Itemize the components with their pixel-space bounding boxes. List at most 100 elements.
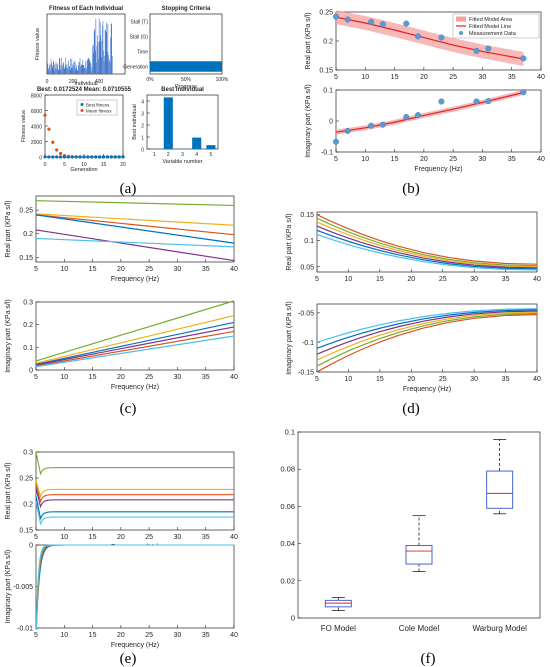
- legend-label: Measurement Data: [469, 31, 517, 37]
- y-tick-label: 0.2: [323, 39, 333, 46]
- chart-stopping-criteria: Stopping Criteria Stall (T) Stall (G) Time G…: [123, 6, 229, 90]
- measurement-point: [403, 113, 410, 120]
- iqr-box: [405, 545, 433, 565]
- x-tick-label: 15: [89, 534, 97, 541]
- x-axis-label: Variable number: [163, 159, 203, 165]
- series-line: [316, 314, 538, 373]
- x-tick-label: 5: [34, 534, 38, 541]
- x-tick-label: 25: [145, 632, 153, 639]
- x-tick-label: 0: [44, 162, 47, 168]
- category-label: FO Model: [321, 624, 356, 633]
- series-line: [316, 309, 538, 349]
- legend-marker-area: [456, 16, 466, 22]
- x-tick-label: 15: [89, 374, 97, 381]
- x-tick-label: 15: [376, 376, 384, 383]
- y-axis-label: Real part (KPa s/l): [305, 12, 312, 69]
- panel-label-d: (d): [402, 401, 420, 417]
- fitness-point: [59, 151, 63, 156]
- y-tick-label: 0.3: [23, 300, 33, 307]
- series-line: [35, 480, 234, 498]
- x-tick-label: 35: [202, 266, 210, 273]
- fitness-point: [47, 155, 51, 159]
- x-tick-label: 5: [34, 266, 38, 273]
- criteria-label: Time: [137, 50, 148, 56]
- x-tick-label: 3: [181, 152, 184, 158]
- x-tick-label: 5: [63, 162, 66, 168]
- measurement-point: [485, 98, 492, 105]
- x-tick-label: 5: [334, 156, 338, 163]
- x-tick-label: 40: [230, 266, 238, 273]
- x-tick-label: 40: [230, 632, 238, 639]
- chart-title: Best Individual: [161, 87, 204, 93]
- x-tick-label: 35: [202, 632, 210, 639]
- y-tick-label: 0.2: [23, 322, 33, 329]
- x-tick-label: 35: [508, 156, 516, 163]
- legend-label: Mean fitness: [86, 109, 112, 114]
- x-tick-label: 10: [345, 276, 353, 283]
- series-line: [35, 214, 235, 236]
- measurement-point: [485, 45, 492, 52]
- series-line: [35, 451, 234, 476]
- x-tick-label: 35: [202, 374, 210, 381]
- measurement-point: [473, 47, 480, 54]
- x-tick-label: 30: [470, 276, 478, 283]
- fitness-point: [43, 155, 47, 159]
- x-tick-label: 5: [34, 374, 38, 381]
- criteria-label: Generation: [123, 65, 148, 71]
- y-axis-label: Best individual: [132, 104, 138, 139]
- series-line: [35, 330, 235, 367]
- y-tick-label: 0: [29, 368, 33, 375]
- x-tick-label: 40: [533, 276, 541, 283]
- measurement-point: [403, 20, 410, 27]
- y-tick-label: -0.005: [13, 584, 33, 591]
- measurement-point: [344, 16, 351, 23]
- x-tick-label: 20: [407, 376, 415, 383]
- measurement-point: [379, 21, 386, 28]
- x-tick-label: 30: [174, 374, 182, 381]
- x-tick-label: 10: [81, 162, 87, 168]
- series-line: [316, 312, 538, 367]
- panel-label-f: (f): [421, 651, 436, 667]
- series-line: [35, 300, 235, 362]
- measurement-point: [368, 122, 375, 129]
- y-tick-label: 0.1: [304, 238, 314, 245]
- legend-box: [76, 99, 118, 116]
- measurement-point: [438, 98, 445, 105]
- y-tick-label: 0.06: [280, 502, 295, 511]
- fitness-point: [117, 155, 121, 159]
- y-tick-label: 3: [141, 112, 144, 118]
- x-tick-label: 0: [46, 79, 49, 85]
- x-axis-label: Frequency (Hz): [111, 642, 159, 649]
- x-tick-label: 100%: [216, 77, 229, 83]
- fitness-point: [55, 155, 59, 159]
- x-axis-label: Frequency (Hz): [403, 386, 451, 393]
- y-axis-label: Imaginary part (KPa s/l): [5, 299, 12, 373]
- x-tick-label: 30: [174, 534, 182, 541]
- measurement-point: [368, 18, 375, 25]
- chart-title: Stopping Criteria: [162, 6, 211, 12]
- panel-f: 0 0.02 0.04 0.06 0.08 0.1 FO Model Cole Model Wa…: [280, 428, 541, 667]
- x-tick-label: 30: [470, 376, 478, 383]
- x-tick-label: 30: [479, 156, 487, 163]
- legend-marker-point: [459, 31, 463, 35]
- series-line: [35, 544, 234, 630]
- x-tick-label: 5: [315, 276, 319, 283]
- x-tick-label: 25: [449, 156, 457, 163]
- category-label: Warburg Model: [472, 624, 527, 633]
- measurement-point: [333, 138, 340, 145]
- x-tick-label: 50%: [181, 77, 192, 83]
- legend-marker: [80, 103, 84, 106]
- y-tick-label: 0.3: [23, 450, 33, 457]
- fitness-point: [101, 155, 106, 159]
- y-axis-label: Real part (KPa s/l): [5, 200, 12, 257]
- chart-e-imaginary-part: 5 10 15 20 25 30 35 40 -0.01 -0.005 0 Frequency (Hz…: [5, 543, 238, 650]
- x-tick-label: 35: [502, 376, 510, 383]
- series-line: [35, 501, 234, 526]
- series-line: [316, 308, 538, 343]
- y-axis-label: Fitness value: [35, 28, 41, 60]
- iqr-box: [486, 470, 514, 509]
- y-tick-label: 0.05: [300, 264, 314, 271]
- y-tick-label: 4: [141, 100, 144, 106]
- fitness-point: [55, 148, 59, 152]
